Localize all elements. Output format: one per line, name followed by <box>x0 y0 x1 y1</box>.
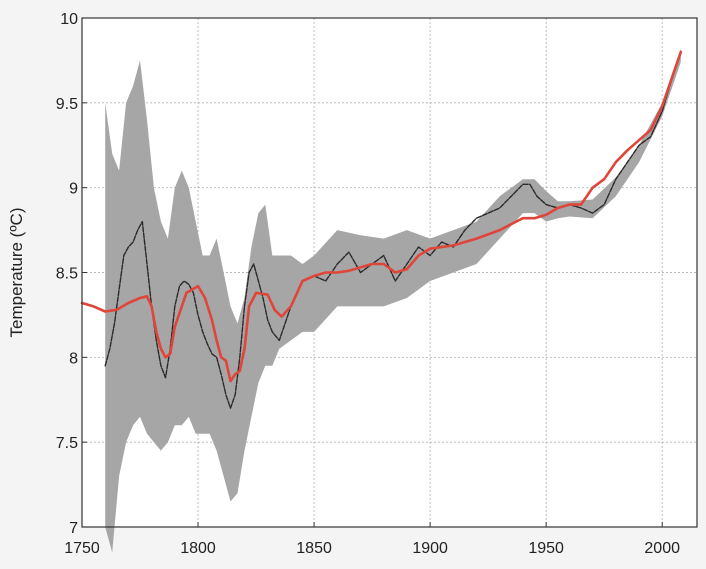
uncertainty-band <box>105 48 681 553</box>
tick-labels: 1750 1800 1850 1900 1950 2000 7 7.5 8 8.5 9 9.5 10 <box>56 11 680 557</box>
y-tick-label: 8.5 <box>56 266 78 283</box>
series-layer <box>80 50 683 409</box>
grid <box>82 18 697 527</box>
y-tick-label: 9.5 <box>56 96 78 113</box>
y-tick-label: 10 <box>60 11 78 28</box>
y-tick-label: 8 <box>69 350 78 367</box>
series-line-red <box>80 50 683 383</box>
ticks <box>81 17 663 528</box>
series-line-black <box>104 51 682 409</box>
x-tick-label: 1750 <box>64 540 100 557</box>
x-tick-label: 1800 <box>180 540 216 557</box>
uncertainty-band-layer <box>105 48 681 553</box>
x-tick-label: 1850 <box>296 540 332 557</box>
y-tick-label: 9 <box>69 181 78 198</box>
y-tick-label: 7.5 <box>56 435 78 452</box>
x-tick-label: 2000 <box>644 540 680 557</box>
x-tick-label: 1950 <box>528 540 564 557</box>
y-tick-label: 7 <box>69 520 78 537</box>
x-tick-label: 1900 <box>412 540 448 557</box>
y-axis-title: Temperature (ºC) <box>7 208 26 338</box>
